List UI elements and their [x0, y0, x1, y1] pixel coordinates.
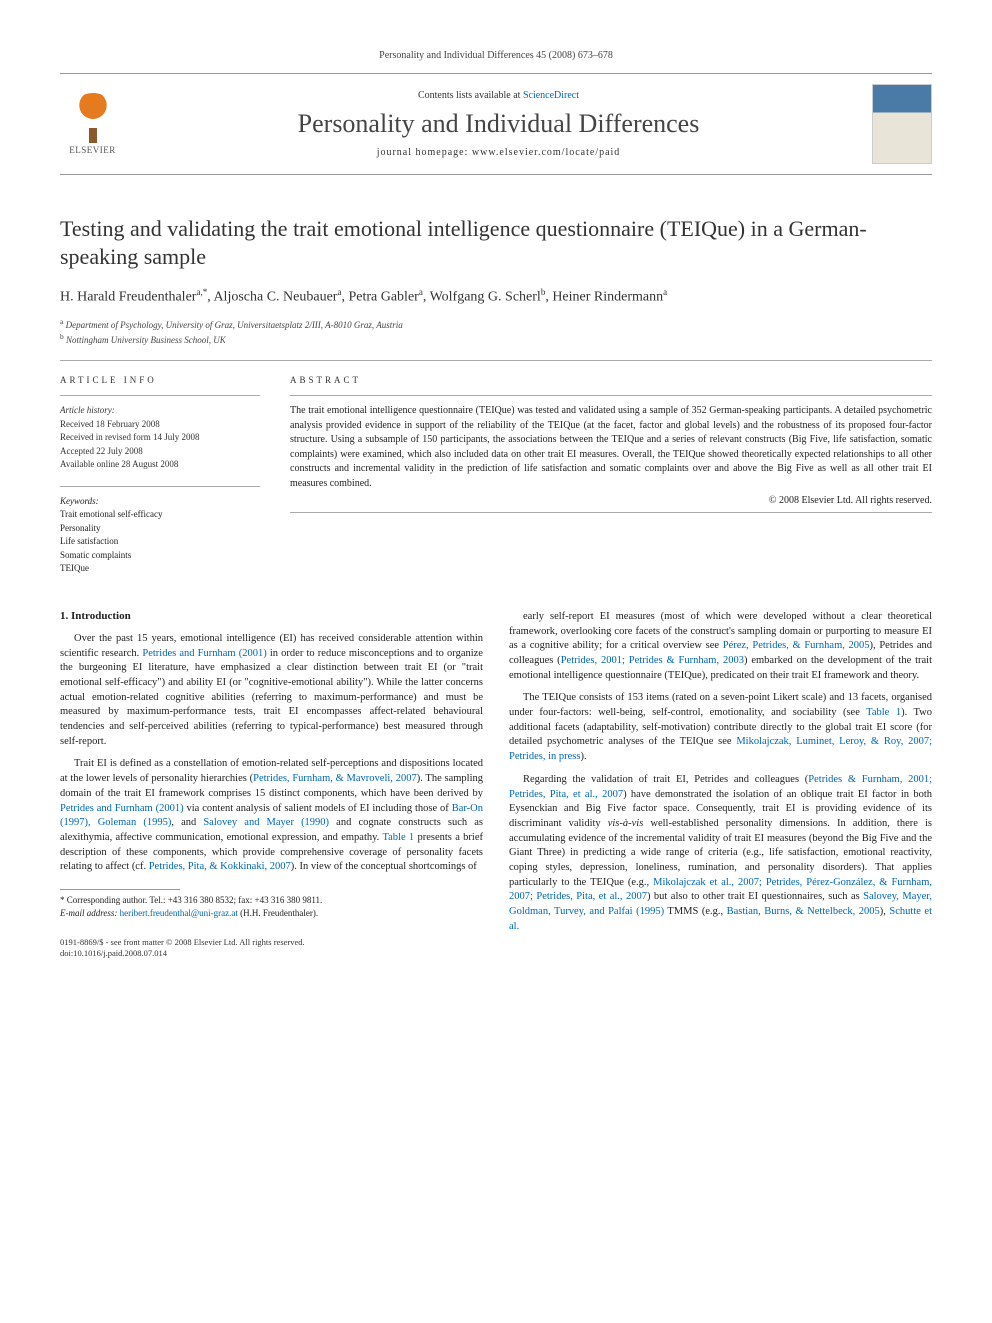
affiliation-line: b Nottingham University Business School,…: [60, 332, 932, 347]
section-heading-introduction: 1. Introduction: [60, 610, 483, 622]
correspondence-line: * Corresponding author. Tel.: +43 316 38…: [60, 894, 483, 907]
abstract-heading: abstract: [290, 375, 932, 385]
keywords-label: Keywords:: [60, 495, 260, 509]
divider: [290, 512, 932, 513]
contents-available-line: Contents lists available at ScienceDirec…: [140, 90, 857, 101]
keyword: Trait emotional self-efficacy: [60, 508, 260, 522]
history-line: Accepted 22 July 2008: [60, 445, 260, 459]
homepage-url[interactable]: www.elsevier.com/locate/paid: [472, 147, 620, 158]
article-title: Testing and validating the trait emotion…: [60, 215, 932, 270]
article-info-heading: article info: [60, 375, 260, 385]
abstract-column: abstract The trait emotional intelligenc…: [290, 375, 932, 576]
body-paragraph: early self-report EI measures (most of w…: [509, 610, 932, 683]
correspondence-email[interactable]: heribert.freudenthal@uni-graz.at: [120, 908, 238, 918]
article-info-column: article info Article history: Received 1…: [60, 375, 260, 576]
history-label: Article history:: [60, 404, 260, 418]
history-line: Received in revised form 14 July 2008: [60, 431, 260, 445]
journal-homepage-line: journal homepage: www.elsevier.com/locat…: [140, 147, 857, 158]
correspondence-suffix: (H.H. Freudenthaler).: [240, 908, 318, 918]
affiliation-line: a Department of Psychology, University o…: [60, 317, 932, 332]
contents-prefix: Contents lists available at: [418, 90, 523, 101]
body-paragraph: Regarding the validation of trait EI, Pe…: [509, 773, 932, 935]
author-mark: b: [541, 287, 546, 297]
affiliations: a Department of Psychology, University o…: [60, 317, 932, 346]
author-list: H. Harald Freudenthalera,*, Aljoscha C. …: [60, 286, 932, 307]
keyword: TEIQue: [60, 562, 260, 576]
corresponding-author-note: * Corresponding author. Tel.: +43 316 38…: [60, 894, 483, 919]
article-history: Article history: Received 18 February 20…: [60, 395, 260, 472]
author-mark: a,*: [196, 287, 207, 297]
author-name: Heiner Rindermann: [552, 290, 663, 305]
body-two-column: 1. Introduction Over the past 15 years, …: [60, 610, 932, 959]
keyword: Somatic complaints: [60, 549, 260, 563]
author-mark: a: [337, 287, 341, 297]
keywords-block: Keywords: Trait emotional self-efficacyP…: [60, 486, 260, 576]
publisher-name: ELSEVIER: [69, 145, 116, 155]
doi-block: 0191-8869/$ - see front matter © 2008 El…: [60, 937, 483, 959]
author-mark: a: [663, 287, 667, 297]
masthead: ELSEVIER Contents lists available at Sci…: [60, 73, 932, 175]
author-name: Wolfgang G. Scherl: [430, 290, 541, 305]
keyword: Life satisfaction: [60, 535, 260, 549]
elsevier-tree-icon: [68, 93, 118, 143]
abstract-copyright: © 2008 Elsevier Ltd. All rights reserved…: [290, 495, 932, 506]
body-paragraph: Trait EI is defined as a constellation o…: [60, 757, 483, 875]
footnote-separator: [60, 889, 180, 890]
author-name: H. Harald Freudenthaler: [60, 290, 196, 305]
elsevier-logo: ELSEVIER: [60, 89, 125, 159]
homepage-label: journal homepage:: [377, 147, 472, 158]
history-line: Available online 28 August 2008: [60, 458, 260, 472]
history-line: Received 18 February 2008: [60, 418, 260, 432]
author-name: Aljoscha C. Neubauer: [213, 290, 337, 305]
body-paragraph: Over the past 15 years, emotional intell…: [60, 632, 483, 750]
keyword: Personality: [60, 522, 260, 536]
author-name: Petra Gabler: [348, 290, 418, 305]
masthead-center: Contents lists available at ScienceDirec…: [140, 90, 857, 158]
left-column: 1. Introduction Over the past 15 years, …: [60, 610, 483, 959]
right-column: early self-report EI measures (most of w…: [509, 610, 932, 959]
issn-line: 0191-8869/$ - see front matter © 2008 El…: [60, 937, 483, 948]
abstract-text: The trait emotional intelligence questio…: [290, 395, 932, 491]
doi-line: doi:10.1016/j.paid.2008.07.014: [60, 948, 483, 959]
running-header: Personality and Individual Differences 4…: [60, 50, 932, 61]
email-label: E-mail address:: [60, 908, 117, 918]
journal-title: Personality and Individual Differences: [140, 109, 857, 139]
author-mark: a: [419, 287, 423, 297]
sciencedirect-link[interactable]: ScienceDirect: [523, 90, 579, 101]
body-paragraph: The TEIQue consists of 153 items (rated …: [509, 691, 932, 764]
divider: [60, 360, 932, 361]
journal-cover-thumbnail: [872, 84, 932, 164]
